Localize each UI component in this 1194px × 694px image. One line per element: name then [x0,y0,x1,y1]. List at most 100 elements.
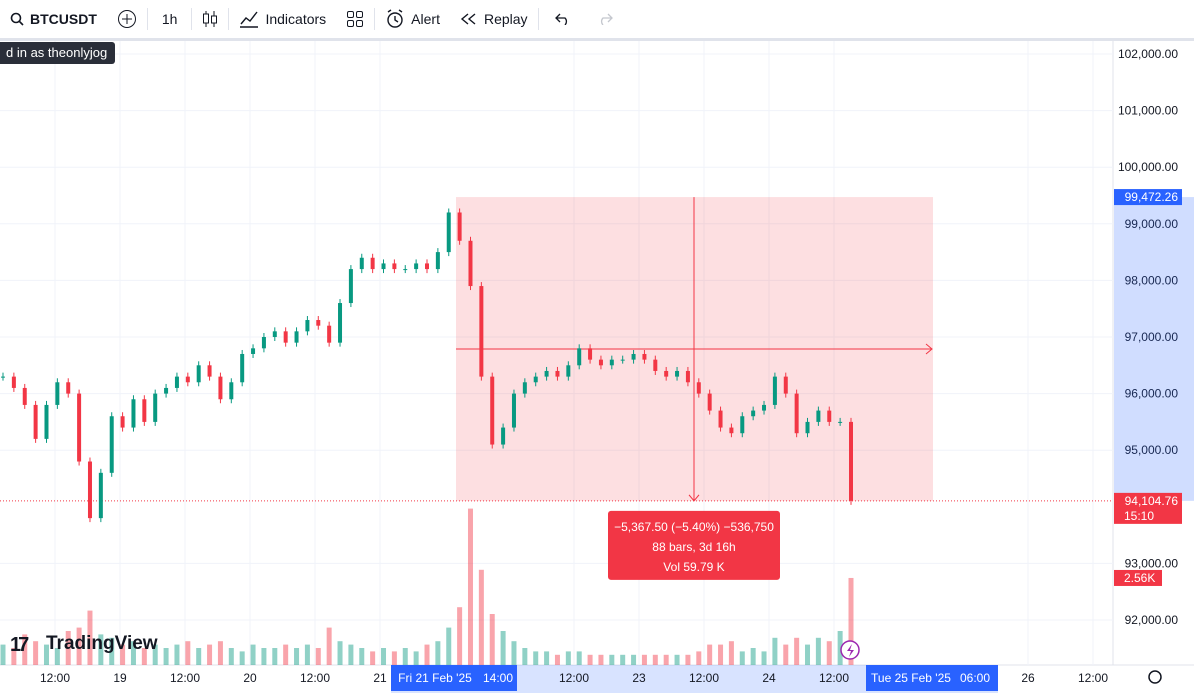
symbol-search[interactable]: BTCUSDT [0,0,107,38]
volume-bar [696,651,702,665]
candle [272,331,277,337]
volume-bar [76,627,82,665]
time-tick-label: 24 [762,671,776,685]
price-tick-label: 99,000.00 [1125,217,1179,231]
candle [77,393,82,462]
measure-label: 88 bars, 3d 16h [652,540,735,554]
last-price-bg [1114,492,1182,524]
candle [414,263,419,270]
settings-icon [1148,670,1162,684]
volume-bar [544,651,550,665]
volume-bar [315,648,321,665]
volume-bar [565,651,571,665]
candle [381,263,386,270]
volume-bar [533,651,539,665]
chart-area: −5,367.50 (−5.40%) −536,750 88 bars, 3d 1… [0,41,1194,694]
candle [142,399,147,422]
chart-type[interactable] [192,0,228,38]
candle [348,269,353,304]
volume-bar [587,654,593,665]
range-high-bg [1114,189,1182,206]
candle [392,263,397,270]
volume-bar [261,648,267,665]
candle [174,376,179,388]
volume-bar [783,644,789,665]
candle [805,421,810,434]
time-tick-label: 12:00 [170,671,200,685]
volume-bar [511,641,517,665]
candle [696,382,701,394]
volume-bar [304,644,310,665]
candle [11,376,16,388]
candle [772,376,777,405]
indicators-button[interactable]: Indicators [229,0,336,38]
candle [261,337,266,349]
time-tick-label: 12:00 [40,671,70,685]
candle [44,404,49,439]
replay-button[interactable]: Replay [450,0,538,38]
candle [762,404,767,411]
candle [33,404,38,439]
volume-bar [794,637,800,665]
indicators-icon [240,11,259,28]
volume-bar [674,654,680,665]
candle-icon [203,11,218,27]
volume-bar [65,631,71,665]
candle [642,353,647,360]
volume-bar [370,651,376,665]
volume-bar [805,644,811,665]
candle [751,410,756,417]
candle [305,320,310,332]
separator [191,8,193,30]
time-tick-label: Fri 21 Feb '25 [398,671,472,685]
candle [511,393,516,428]
volume-bar [446,627,452,665]
redo-button[interactable] [587,0,623,38]
candle [185,376,190,383]
layouts-button[interactable] [336,0,374,38]
separator [374,8,376,30]
countdown: 15:10 [1124,509,1154,523]
volume-bar [11,648,17,665]
volume-bar [391,651,397,665]
undo-icon [554,13,567,25]
last-price-label: 94,104.76 [1125,494,1179,508]
volume-bar [228,648,234,665]
measure-h-arrow [925,343,933,355]
candle [468,240,473,287]
candle [218,376,223,400]
volume-bar [424,644,430,665]
add-symbol[interactable] [107,0,147,38]
undo-button[interactable] [539,0,587,38]
candle [316,320,321,326]
alert-label: Alert [411,11,440,27]
candle [566,365,571,377]
interval[interactable]: 1h [161,11,178,27]
candle [229,382,234,400]
volume-bar [663,654,669,665]
candle [338,303,343,343]
time-tick-label: 12:00 [689,671,719,685]
time-end-bg [866,665,998,691]
alert-button[interactable]: Alert [375,0,450,38]
volume-bar [0,644,6,665]
volume-bar [326,627,332,665]
candle [131,399,136,428]
volume-bar [620,654,626,665]
toolbar: BTCUSDT 1h Indicators Alert Replay [0,0,1194,41]
volume-bar [554,654,560,665]
candle [849,421,853,501]
candle [435,252,440,270]
volume-bar [87,610,93,665]
price-tick-label: 95,000.00 [1125,443,1179,457]
candle [598,359,603,366]
time-tick-label: 20 [243,671,257,685]
volume-bar [402,648,408,665]
candle [457,212,462,241]
candle [196,365,201,383]
candle [577,348,582,366]
volume-bar [413,651,419,665]
volume-bar [33,641,39,665]
volume-bar [652,654,658,665]
